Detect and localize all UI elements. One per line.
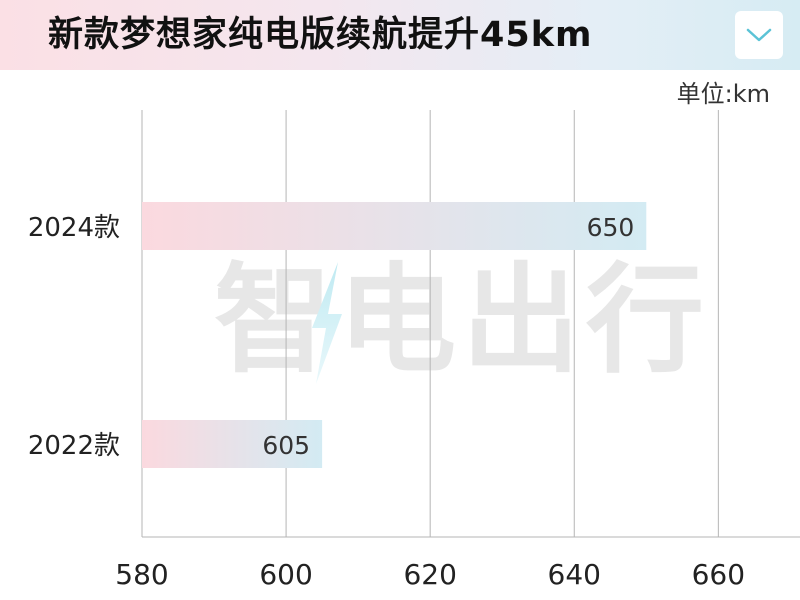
bar-2024款 [142,202,647,250]
x-tick-label: 620 [403,558,456,591]
chevron-down-icon [746,28,772,42]
unit-label: 单位:km [676,80,770,108]
labels: 580 600 620 640 660 2024款 650 2022款 605 [28,213,745,591]
category-label: 2022款 [28,431,120,461]
page-title: 新款梦想家纯电版续航提升45km [48,15,593,55]
lightning-bolt-icon [312,262,342,384]
bar-2022款 [142,420,323,468]
grid-lines [141,110,800,538]
data-label: 605 [262,431,310,460]
data-label: 650 [587,213,635,242]
dropdown-button[interactable] [735,11,783,59]
x-tick-label: 640 [548,558,601,591]
header-banner: 新款梦想家纯电版续航提升45km [0,0,800,70]
category-label: 2024款 [28,213,120,243]
watermark-text: 智电出行 [214,251,711,389]
bars [142,202,647,468]
x-tick-label: 660 [692,558,745,591]
x-tick-label: 600 [259,558,312,591]
x-tick-label: 580 [115,558,168,591]
